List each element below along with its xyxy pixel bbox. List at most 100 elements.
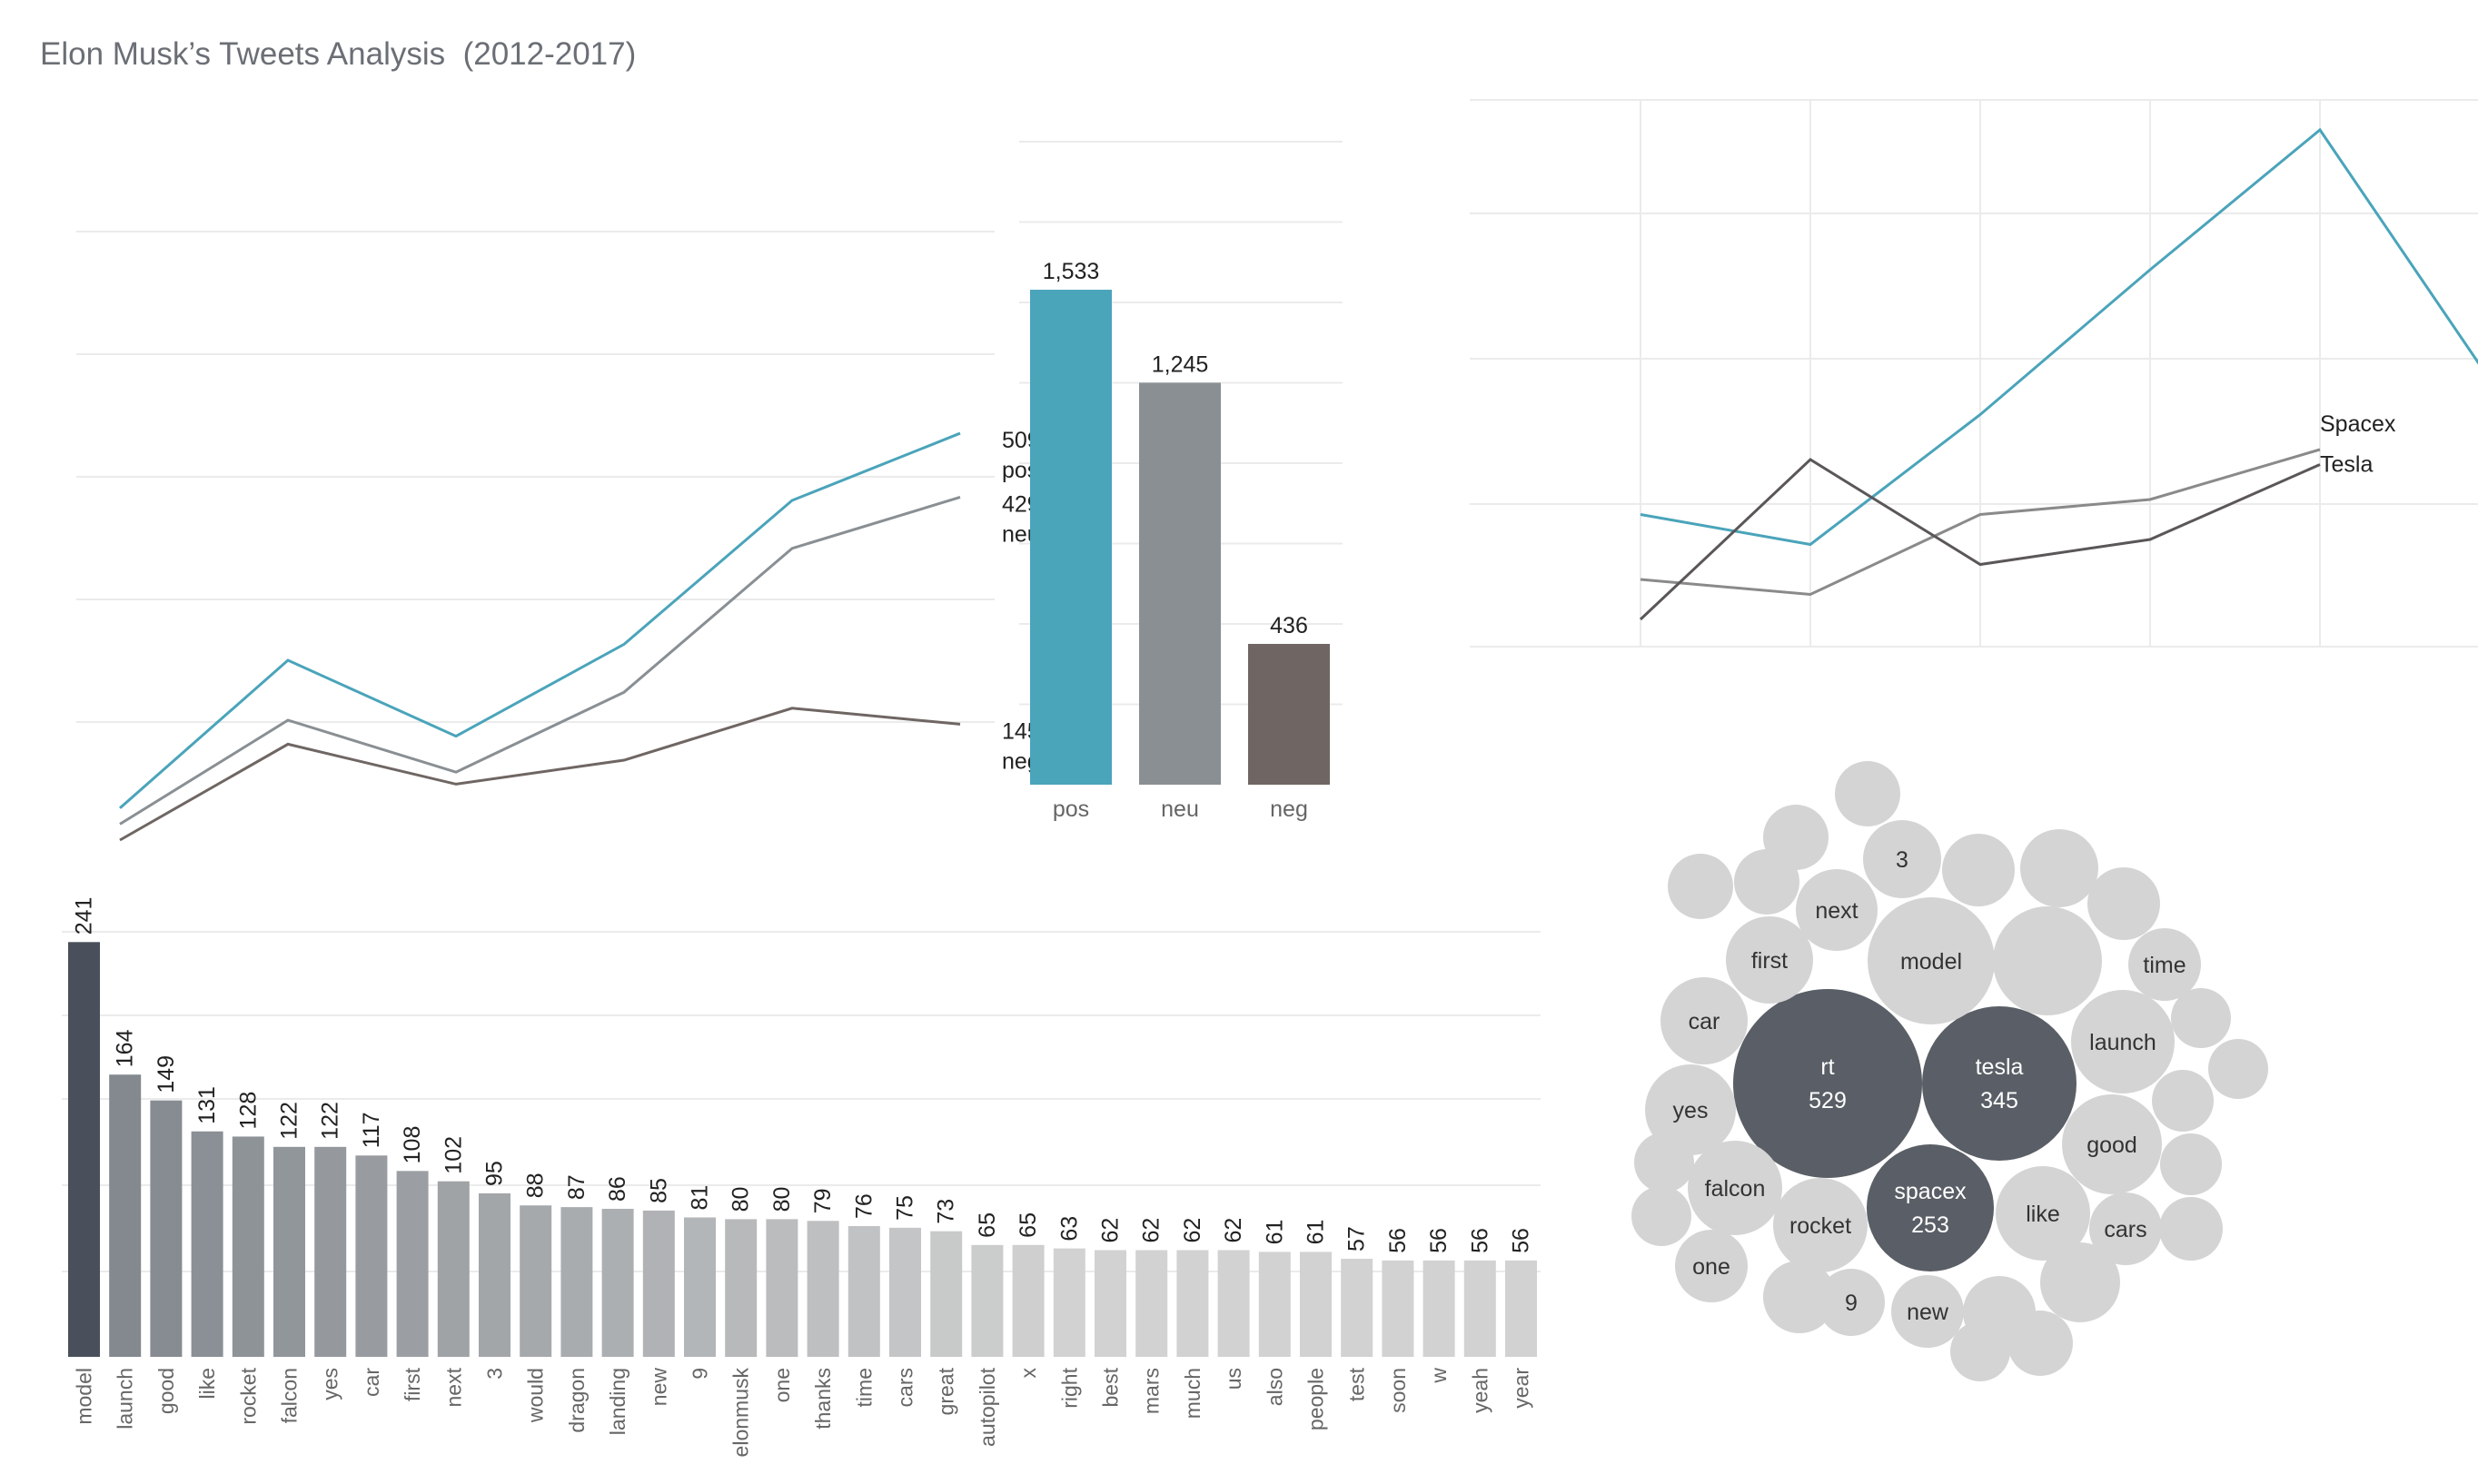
word-value-time: 76 [851,1193,877,1219]
word-label-like: like [195,1368,219,1400]
bubble-new [1891,1275,1964,1348]
bubble-unlabeled-9 [2208,1039,2268,1099]
bubble-unlabeled-2 [1734,849,1799,915]
word-value-much: 62 [1180,1218,1205,1243]
bubble-model [1868,897,1995,1024]
word-bar-also [1258,1252,1291,1357]
word-label-first: first [401,1367,424,1401]
word-value-us: 62 [1221,1218,1246,1243]
word-value-next: 102 [441,1136,466,1174]
word-label-us: us [1222,1368,1245,1390]
word-value-test: 57 [1344,1226,1370,1252]
word-bar-rocket [232,1136,264,1357]
word-value-mars: 62 [1139,1218,1165,1243]
word-value-first: 108 [400,1126,425,1164]
bubble-3 [1863,820,1941,898]
bubble-launch [2071,990,2175,1093]
word-label-elonmusk: elonmusk [729,1368,753,1458]
top-words-chart: 241 model 164 launch 149 good 131 like 128 rocket… [62,897,1541,1458]
sentiment-totals-chart: 1,533 pos 1,245 neu 436 neg [1019,141,1343,822]
line-pos [119,431,961,809]
series-label-spacex: Spacex [2320,411,2396,437]
bubble-one [1675,1230,1748,1302]
word-bar-one [766,1219,798,1357]
word-label-9: 9 [689,1368,712,1380]
bar-neg [1248,644,1330,785]
word-bar-landing [601,1209,634,1357]
word-value-yeah: 56 [1467,1228,1492,1253]
word-value-dragon: 87 [564,1174,590,1200]
word-value-cars: 75 [893,1195,918,1221]
line-neu [119,496,961,826]
word-bar-people [1300,1252,1332,1357]
word-value-rocket: 128 [235,1092,261,1130]
bubble-word-like: like [2026,1202,2060,1227]
word-value-model: 241 [72,897,97,935]
bubble-spacex [1867,1144,1994,1271]
bubble-tesla [1922,1006,2077,1161]
bubble-word-next: next [1815,898,1858,924]
word-value-autopilot: 65 [975,1212,1000,1238]
word-label-yes: yes [319,1368,342,1400]
word-label-rocket: rocket [236,1367,260,1424]
line-tesla [1639,458,2321,621]
word-label-model: model [73,1368,96,1425]
word-value-one: 80 [769,1187,795,1212]
bubble-word-tesla: tesla [1976,1054,2024,1080]
word-bar-first [396,1171,429,1357]
bubble-word-yes: yes [1673,1098,1709,1123]
word-label-year: year [1510,1368,1533,1409]
word-bar-9 [684,1217,716,1357]
word-label-also: also [1263,1368,1286,1406]
word-value-year: 56 [1509,1228,1534,1253]
bubble-time [2128,928,2201,1001]
bubble-word-time: time [2143,953,2186,978]
bubble-falcon [1688,1141,1782,1235]
word-value-people: 61 [1303,1220,1329,1245]
bubble-car [1660,977,1748,1064]
word-bar-soon [1382,1260,1414,1357]
bubble-word-9: 9 [1845,1291,1858,1316]
bar-value-neu: 1,245 [1152,351,1209,377]
word-label-thanks: thanks [811,1368,835,1430]
bubble-unlabeled-19 [1763,1261,1836,1333]
bubble-unlabeled-13 [2040,1242,2120,1322]
line-neg [119,707,961,842]
bar-neu [1139,382,1221,785]
bubble-unlabeled-11 [2160,1133,2222,1195]
word-label-landing: landing [606,1368,629,1435]
word-label-people: people [1304,1368,1328,1430]
bubble-unlabeled-4 [1942,834,2015,906]
bubble-value-tesla: 345 [1980,1088,2018,1113]
word-label-soon: soon [1386,1368,1410,1413]
word-value-9: 81 [688,1185,713,1211]
line-rt [1640,127,2478,547]
word-bar-year [1505,1260,1537,1357]
word-value-good: 149 [154,1055,179,1093]
word-label-test: test [1345,1367,1369,1401]
word-bar-test [1341,1258,1373,1357]
word-bar-3 [479,1192,510,1357]
bubble-unlabeled-6 [1993,906,2102,1015]
bubble-word-rt: rt [1820,1054,1834,1080]
word-label-time: time [852,1368,876,1407]
bar-value-pos: 1,533 [1043,259,1100,284]
bubble-word-new: new [1907,1300,1949,1325]
word-label-next: next [441,1367,465,1407]
bubble-value-rt: 529 [1809,1088,1847,1113]
word-bar-good [150,1100,183,1357]
word-bar-like [191,1131,223,1357]
word-value-new: 85 [646,1178,671,1203]
word-value-launch: 164 [113,1029,138,1067]
bubble-good [2062,1094,2162,1194]
word-bar-yes [314,1146,347,1357]
word-bar-mars [1135,1250,1168,1357]
word-value-would: 88 [523,1172,549,1198]
word-bar-us [1217,1250,1250,1357]
word-label-w: w [1427,1368,1451,1384]
bubble-word-one: one [1692,1254,1730,1280]
bubble-yes [1645,1064,1736,1155]
bubble-unlabeled-0 [1835,761,1900,826]
word-bar-dragon [560,1207,593,1357]
bubble-word-launch: launch [2089,1030,2156,1055]
